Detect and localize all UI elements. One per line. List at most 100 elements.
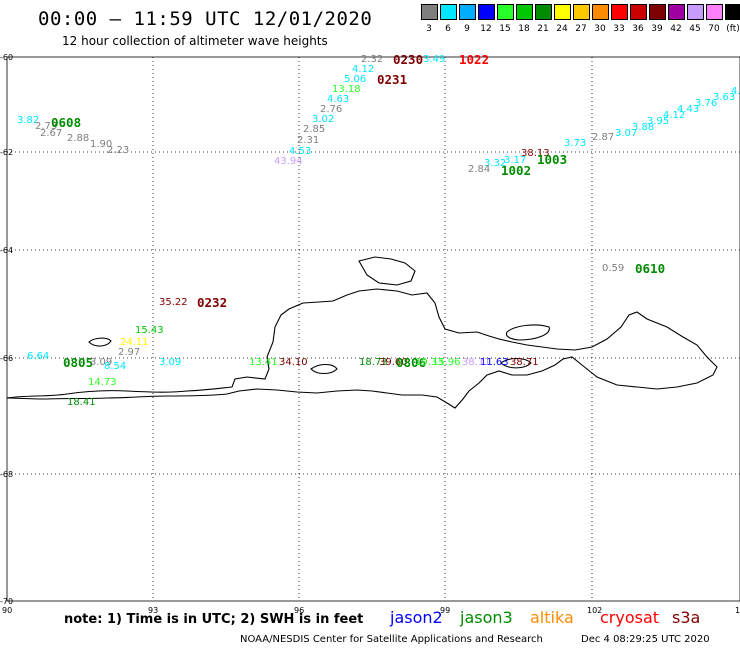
observation-swh-label: 4.43	[677, 104, 699, 115]
island-west-a	[88, 337, 112, 347]
observation-swh-label: 3.32	[484, 158, 506, 169]
observation-swh-label: 11.63	[480, 357, 509, 368]
observation-swh-label: 19.33	[415, 357, 444, 368]
observation-swh-label: 3.88	[632, 122, 654, 133]
satellite-label-jason2: jason2	[390, 608, 443, 627]
legend-swatch	[516, 4, 533, 20]
legend-label: 12	[480, 24, 492, 34]
observation-swh-label: 15.43	[135, 325, 164, 336]
legend-swatch	[440, 4, 457, 20]
satellite-label-altika: altika	[530, 608, 574, 627]
legend-label: 21	[537, 24, 549, 34]
satellite-label-s3a: s3a	[672, 608, 701, 627]
observation-time-label: 0608	[51, 115, 81, 130]
legend-swatch	[421, 4, 438, 20]
lat-tick-label: -68	[0, 470, 13, 479]
legend-label: 24	[556, 24, 568, 34]
observation-time-label: 1022	[459, 52, 489, 67]
legend-swatch	[497, 4, 514, 20]
legend-label: 39	[651, 24, 663, 34]
credit-line: NOAA/NESDIS Center for Satellite Applica…	[240, 634, 543, 645]
legend-label: 36	[632, 24, 644, 34]
lon-tick-label: 96	[294, 606, 304, 615]
observation-swh-label: 3.49	[423, 54, 445, 65]
observation-time-label: 0230	[393, 52, 423, 67]
legend-label: 30	[594, 24, 606, 34]
observation-swh-label: 2.23	[107, 145, 129, 156]
observation-swh-label: 38.11	[462, 357, 491, 368]
legend-label: 33	[613, 24, 625, 34]
legend-label: 27	[575, 24, 587, 34]
legend-label: (ft)	[726, 24, 740, 34]
observation-swh-label: 3.95	[647, 116, 669, 127]
observation-swh-label: 0.59	[602, 263, 624, 274]
plot-frame	[6, 56, 740, 602]
lat-tick-label: -70	[0, 597, 13, 606]
observation-swh-label: 39.60	[379, 357, 408, 368]
satellite-label-cryosat: cryosat	[600, 608, 660, 627]
observation-swh-label: 34.10	[279, 357, 308, 368]
observation-swh-label: 2.76	[320, 104, 342, 115]
lat-tick-label: -64	[0, 246, 13, 255]
lon-tick-labels: 90 93 96 99 102 105	[2, 606, 740, 615]
observation-swh-label: 2.84	[468, 164, 490, 175]
legend-swatch	[554, 4, 571, 20]
observation-time-label: 1003	[537, 152, 567, 167]
observation-swh-label: 43.94	[274, 156, 303, 167]
coastline	[6, 256, 718, 409]
observation-swh-label: 2.73	[35, 121, 57, 132]
lon-tick-label: 90	[2, 606, 12, 615]
legend-label: 15	[499, 24, 511, 34]
observation-swh-label: 18.41	[67, 397, 96, 408]
map-subtitle: 12 hour collection of altimeter wave hei…	[62, 34, 328, 48]
observation-swh-label: 4.12	[352, 64, 374, 75]
observation-swh-label: 2.85	[303, 124, 325, 135]
observation-swh-label: 35.22	[159, 297, 188, 308]
observation-swh-label: 4.12	[663, 110, 685, 121]
island-west-b	[310, 363, 338, 375]
map-plot: 90 93 96 99 102 105 -60 -62 -64 -66 -68 -70 2.32 02…	[0, 52, 740, 615]
antarctic-coastline	[6, 288, 718, 409]
observation-swh-label: 3.63	[713, 92, 735, 103]
legend-label: 3	[426, 24, 432, 34]
observation-swh-label: 3.73	[564, 138, 586, 149]
observation-swh-label: 8.54	[104, 361, 126, 372]
legend-label: 18	[518, 24, 530, 34]
observation-swh-label: 18.73	[359, 357, 388, 368]
observation-time-label: 0231	[377, 72, 407, 87]
legend-label: 42	[670, 24, 682, 34]
legend-label: 45	[689, 24, 701, 34]
observation-swh-label: 15.96	[432, 357, 461, 368]
observation-swh-label: 2.97	[118, 347, 140, 358]
lon-tick-label: 99	[440, 606, 450, 615]
island-east-b	[500, 357, 532, 369]
legend-swatch	[725, 4, 740, 20]
lon-tick-label: 102	[587, 606, 602, 615]
lat-tick-label: -60	[0, 53, 13, 62]
legend-swatch	[535, 4, 552, 20]
observation-swh-label: 2.32	[361, 54, 383, 65]
legend-swatch	[706, 4, 723, 20]
legend-label: 9	[464, 24, 470, 34]
observation-swh-label: 3.09	[159, 357, 181, 368]
observation-swh-label: 2.88	[67, 133, 89, 144]
observation-swh-label: 24.11	[120, 337, 149, 348]
legend-swatch	[611, 4, 628, 20]
lat-tick-labels: -60 -62 -64 -66 -68 -70	[0, 53, 13, 606]
legend-swatch	[649, 4, 666, 20]
observation-swh-label: 3.76	[695, 98, 717, 109]
legend-swatch	[630, 4, 647, 20]
island-north	[358, 256, 416, 286]
observation-swh-label: 5.06	[344, 74, 366, 85]
observation-swh-label: 2.87	[592, 132, 614, 143]
observation-swh-label: 13.41	[249, 357, 278, 368]
observation-swh-label: 4.39	[731, 86, 740, 97]
legend-swatch	[573, 4, 590, 20]
observation-swh-label: 14.73	[88, 377, 117, 388]
lat-tick-label: -62	[0, 148, 13, 157]
observation-time-label: 0610	[635, 261, 665, 276]
lon-tick-label: 105	[735, 606, 740, 615]
legend-swatch	[459, 4, 476, 20]
footer-note: note: 1) Time is in UTC; 2) SWH is in fe…	[64, 612, 364, 627]
